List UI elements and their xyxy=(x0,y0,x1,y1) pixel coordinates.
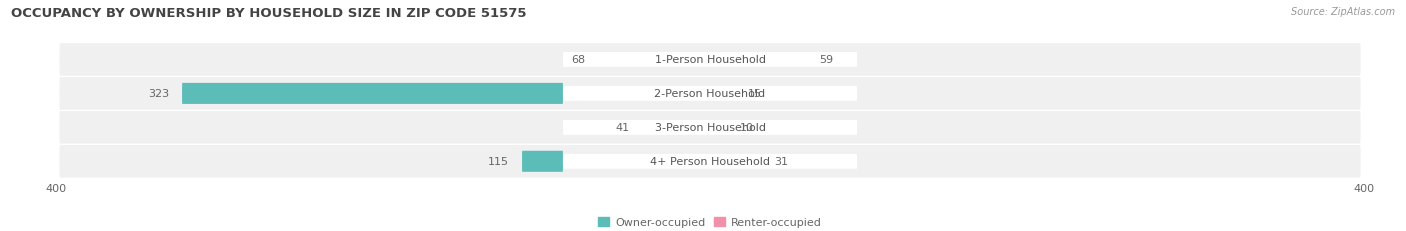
FancyBboxPatch shape xyxy=(183,83,562,104)
Text: 41: 41 xyxy=(616,123,630,133)
Text: OCCUPANCY BY OWNERSHIP BY HOUSEHOLD SIZE IN ZIP CODE 51575: OCCUPANCY BY OWNERSHIP BY HOUSEHOLD SIZE… xyxy=(11,7,527,20)
Text: 3-Person Household: 3-Person Household xyxy=(655,123,765,133)
FancyBboxPatch shape xyxy=(522,151,562,172)
FancyBboxPatch shape xyxy=(59,145,1361,178)
Text: 15: 15 xyxy=(748,89,762,99)
Text: 115: 115 xyxy=(488,157,509,167)
Text: 31: 31 xyxy=(773,157,787,167)
Text: 59: 59 xyxy=(820,55,834,65)
FancyBboxPatch shape xyxy=(562,53,858,68)
Text: 2-Person Household: 2-Person Household xyxy=(654,89,766,99)
Legend: Owner-occupied, Renter-occupied: Owner-occupied, Renter-occupied xyxy=(599,217,821,227)
FancyBboxPatch shape xyxy=(59,78,1361,110)
FancyBboxPatch shape xyxy=(562,120,858,135)
FancyBboxPatch shape xyxy=(59,44,1361,76)
Text: 10: 10 xyxy=(740,123,754,133)
Text: 1-Person Household: 1-Person Household xyxy=(655,55,765,65)
Text: 323: 323 xyxy=(148,89,169,99)
FancyBboxPatch shape xyxy=(59,112,1361,144)
Text: Source: ZipAtlas.com: Source: ZipAtlas.com xyxy=(1291,7,1395,17)
FancyBboxPatch shape xyxy=(562,87,858,101)
Text: 68: 68 xyxy=(572,55,586,65)
Text: 4+ Person Household: 4+ Person Household xyxy=(650,157,770,167)
FancyBboxPatch shape xyxy=(562,154,858,169)
